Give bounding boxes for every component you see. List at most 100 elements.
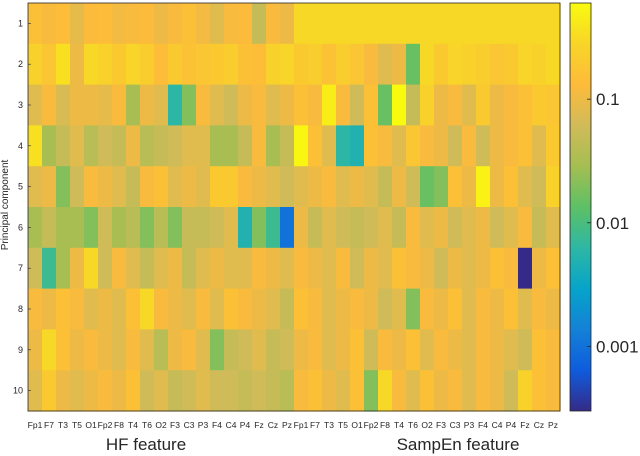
x-tick-label: Fz <box>520 420 529 430</box>
heatmap-cell <box>42 370 57 412</box>
heatmap-cell <box>336 288 351 330</box>
y-tick-label: 7 <box>18 263 23 273</box>
heatmap-cell <box>56 207 71 249</box>
heatmap-cell <box>364 3 379 45</box>
heatmap-cell <box>532 288 547 330</box>
heatmap-cell <box>28 247 43 290</box>
x-tick-label: F4 <box>478 420 488 430</box>
heatmap-cell <box>238 43 253 86</box>
x-tick-label: C4 <box>226 420 237 430</box>
heatmap-cell <box>84 247 99 290</box>
heatmap-cell <box>210 207 225 249</box>
heatmap-cell <box>476 166 491 208</box>
heatmap-cell <box>420 3 435 45</box>
heatmap-cell <box>238 125 253 167</box>
heatmap-cell <box>28 125 43 167</box>
y-tick-label: 2 <box>18 59 23 69</box>
heatmap-cell <box>308 125 323 167</box>
heatmap-cell <box>168 207 183 249</box>
heatmap-cell <box>210 370 225 412</box>
heatmap-cell <box>336 207 351 249</box>
heatmap-cell <box>336 329 351 371</box>
heatmap-cell <box>252 125 267 167</box>
x-tick-label: F8 <box>380 420 390 430</box>
heatmap-cell <box>434 166 449 208</box>
x-tick-label: F4 <box>212 420 222 430</box>
heatmap-cell <box>364 329 379 371</box>
heatmap-cell <box>42 84 57 126</box>
heatmap-cell <box>350 207 365 249</box>
heatmap-cell <box>126 329 141 371</box>
heatmap-cell <box>56 329 71 371</box>
heatmap-cell <box>518 84 533 126</box>
heatmap-cell <box>336 43 351 86</box>
heatmap-cell <box>84 288 99 330</box>
heatmap-cell <box>196 247 211 290</box>
heatmap-cell <box>112 370 127 412</box>
heatmap-cell <box>378 166 393 208</box>
heatmap-cell <box>252 370 267 412</box>
heatmap-cell <box>476 370 491 412</box>
heatmap-cell <box>84 166 99 208</box>
heatmap-cell <box>434 84 449 126</box>
heatmap-cell <box>84 370 99 412</box>
x-tick-label: Fz <box>254 420 263 430</box>
heatmap-cell <box>126 3 141 45</box>
heatmap-cell <box>434 247 449 290</box>
heatmap-cell <box>294 3 309 45</box>
heatmap-cell <box>42 329 57 371</box>
heatmap-cell <box>546 370 561 412</box>
heatmap-cell <box>154 207 169 249</box>
heatmap-cell <box>532 329 547 371</box>
heatmap-cell <box>70 288 85 330</box>
heatmap-cell <box>196 84 211 126</box>
heatmap-cell <box>490 43 505 86</box>
heatmap-cell <box>350 329 365 371</box>
heatmap-cell <box>378 329 393 371</box>
heatmap-cell <box>84 43 99 86</box>
sampen-feature-label: SampEn feature <box>397 435 520 454</box>
heatmap-cell <box>462 43 477 86</box>
heatmap-cell <box>364 125 379 167</box>
x-tick-label: F3 <box>436 420 446 430</box>
heatmap-cell <box>462 288 477 330</box>
heatmap-cell <box>322 125 337 167</box>
heatmap-cell <box>56 84 71 126</box>
heatmap-cell <box>364 166 379 208</box>
y-tick-label: 3 <box>18 100 23 110</box>
heatmap-cell <box>504 3 519 45</box>
heatmap-cell <box>98 166 113 208</box>
heatmap-cell <box>224 288 239 330</box>
heatmap-cell <box>28 288 43 330</box>
heatmap-cell <box>392 43 407 86</box>
heatmap-cell <box>448 329 463 371</box>
heatmap-cell <box>490 207 505 249</box>
x-tick-label: T5 <box>338 420 348 430</box>
heatmap-cell <box>392 3 407 45</box>
heatmap-cell <box>182 166 197 208</box>
heatmap-cell <box>70 84 85 126</box>
x-tick-label: Fp1 <box>28 420 43 430</box>
heatmap-cell <box>406 370 421 412</box>
y-tick-label: 6 <box>18 222 23 232</box>
heatmap-cell <box>182 329 197 371</box>
x-tick-label: C4 <box>492 420 503 430</box>
heatmap-cell <box>28 3 43 45</box>
colorbar-tick-label: 0.01 <box>596 214 629 233</box>
heatmap-cell <box>280 166 295 208</box>
x-tick-label: F3 <box>170 420 180 430</box>
heatmap-cell <box>42 288 57 330</box>
heatmap-cell <box>294 247 309 290</box>
heatmap-cell <box>140 329 155 371</box>
heatmap-cell <box>140 288 155 330</box>
heatmap-cell <box>182 43 197 86</box>
heatmap-cell <box>280 207 295 249</box>
heatmap-cell <box>322 370 337 412</box>
heatmap-cell <box>168 288 183 330</box>
heatmap-cell <box>28 329 43 371</box>
heatmap-cell <box>266 125 281 167</box>
heatmap-cell <box>378 84 393 126</box>
heatmap-cell <box>56 3 71 45</box>
heatmap-cell <box>168 3 183 45</box>
